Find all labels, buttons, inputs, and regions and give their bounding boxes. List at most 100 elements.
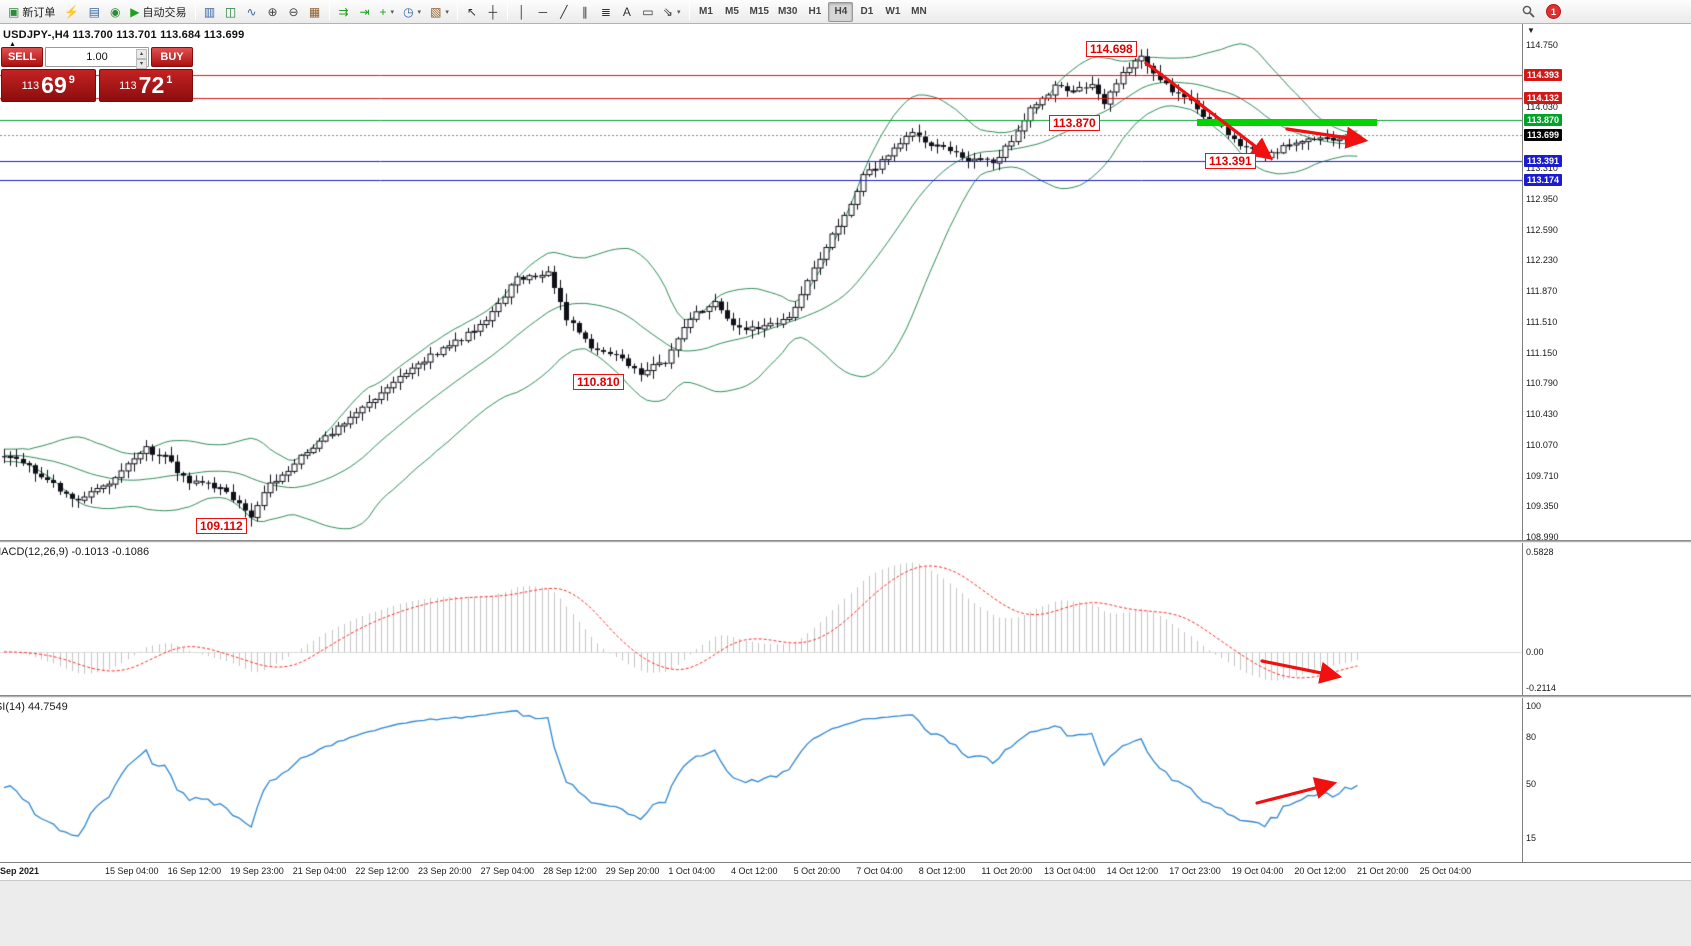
price-annotation[interactable]: 114.698 [1086,41,1137,57]
timeframe-button-m5[interactable]: M5 [725,6,739,17]
horizontal-line-icon: ─ [538,4,548,19]
line-chart-button[interactable]: ∿ [242,2,262,22]
arrows-icon: ⇘ [662,4,673,19]
alerts-icon: ⚡ [64,4,80,19]
ask-price-display[interactable]: 113 72 1 [98,69,193,102]
price-tick: 108.990 [1526,532,1559,542]
alerts-button[interactable]: ⚡ [60,2,83,22]
candlestick-button[interactable]: ◫ [221,2,241,22]
ask-pip-digit: 1 [166,74,173,86]
auto-scroll-icon: ⇉ [338,4,349,19]
main-chart-canvas[interactable] [0,24,1522,540]
label-button[interactable]: ▭ [638,2,658,22]
candlestick-icon: ◫ [224,4,237,19]
periods-button[interactable]: ◷ ▾ [399,2,425,22]
search-icon [1522,5,1535,18]
buy-button[interactable]: BUY [151,47,193,67]
bid-prefix: 113 [21,79,40,92]
navigator-button[interactable]: ◉ [105,2,125,22]
timeframe-button-h1[interactable]: H1 [808,6,822,17]
time-tick: 29 Sep 20:00 [605,866,660,876]
timeframe-button-m15[interactable]: M15 [749,6,769,17]
dropdown-caret-icon: ▾ [390,8,395,16]
search-button[interactable] [1518,2,1539,22]
price-level-badge: 113.870 [1524,114,1563,127]
price-tick: 111.870 [1526,286,1558,296]
time-axis[interactable]: Sep 2021 15 Sep 04:00 16 Sep 12:00 19 Sep 2… [0,862,1691,880]
new-order-button[interactable]: ▣ 新订单 [4,2,59,22]
bar-chart-icon: ▥ [203,4,216,19]
timeframe-button-m1[interactable]: M1 [699,6,713,17]
rsi-canvas[interactable] [0,698,1522,862]
tile-windows-icon: ▦ [308,4,321,19]
price-tick: 112.230 [1526,255,1558,266]
auto-scroll-button[interactable]: ⇉ [334,2,354,22]
bar-chart-button[interactable]: ▥ [200,2,220,22]
fibonacci-button[interactable]: ≣ [596,2,616,22]
timeframe-button-d1[interactable]: D1 [860,6,874,17]
arrows-button[interactable]: ⇘ ▾ [659,2,685,22]
time-tick: 1 Oct 04:00 [668,866,715,876]
indicators-button[interactable]: + ▾ [376,2,399,22]
time-tick: 15 Sep 04:00 [105,866,159,876]
macd-canvas[interactable] [0,543,1522,695]
auto-trading-button[interactable]: ▶ 自动交易 [126,2,190,22]
timeframe-button-h4[interactable]: H4 [828,1,854,22]
dropdown-caret-icon: ▾ [445,8,449,16]
price-annotation[interactable]: 110.810 [573,374,624,390]
zoom-out-button[interactable]: ⊖ [284,2,304,22]
tile-windows-button[interactable]: ▦ [305,2,325,22]
price-annotation[interactable]: 113.870 [1049,115,1100,131]
price-level-badge: 114.393 [1524,69,1563,82]
rsi-label: RSI(14) 44.7549 [0,701,68,713]
templates-button[interactable]: ▧ ▾ [426,2,453,22]
macd-tick: -0.2114 [1526,682,1556,693]
price-tick: 110.790 [1526,378,1558,389]
time-tick: 11 Oct 20:00 [981,866,1033,876]
rsi-tick: 15 [1526,832,1537,843]
vertical-line-button[interactable]: │ [512,2,532,22]
timeframe-button-mn[interactable]: MN [911,6,927,17]
time-tick: 21 Sep 04:00 [292,866,347,876]
trendline-button[interactable]: ╱ [554,2,574,22]
price-tick: 109.710 [1526,470,1559,481]
bid-price-display[interactable]: 113 69 9 [1,69,96,102]
macd-label: MACD(12,26,9) -0.1013 -0.1086 [0,546,150,558]
channel-button[interactable]: ∥ [575,2,595,22]
time-tick: 19 Oct 04:00 [1231,866,1284,876]
volume-down-button[interactable]: ▾ [136,59,147,69]
horizontal-line-button[interactable]: ─ [533,2,553,22]
panel-collapse-arrow[interactable]: ▲ [9,41,16,48]
auto-trading-icon: ▶ [130,4,140,19]
zoom-in-button[interactable]: ⊕ [263,2,283,22]
support-zone[interactable] [1197,119,1377,126]
market-watch-button[interactable]: ▤ [84,2,104,22]
macd-tick: 0.5828 [1526,547,1554,558]
chart-shift-button[interactable]: ⇥ [355,2,375,22]
toolbar-separator [506,3,508,20]
panel-separator[interactable] [0,695,1691,698]
crosshair-button[interactable]: ┼ [483,2,503,22]
price-annotation[interactable]: 113.391 [1205,153,1256,169]
panel-separator[interactable] [0,540,1691,543]
cursor-button[interactable]: ↖ [462,2,482,22]
line-chart-icon: ∿ [246,4,257,19]
timeframe-button-m30[interactable]: M30 [777,6,798,17]
chart-shift-marker: ▼ [1527,26,1535,35]
time-tick: Sep 2021 [0,866,40,876]
volume-up-button[interactable]: ▴ [136,49,147,59]
cursor-icon: ↖ [466,4,477,19]
toolbar-right: 1 [1518,2,1561,22]
volume-input[interactable]: 1.00 ▴ ▾ [45,47,149,69]
sell-button[interactable]: SELL [1,47,43,67]
one-click-trading-panel: SELL 1.00 ▴ ▾ BUY 113 69 9 113 72 1 [1,47,193,102]
text-button[interactable]: A [617,2,637,22]
notifications-badge[interactable]: 1 [1546,4,1561,19]
time-tick: 19 Sep 23:00 [230,866,284,876]
price-axis[interactable]: ▼ 114.750 114.030 113.310 112.950 112.590 112… [1522,24,1691,862]
price-annotation[interactable]: 109.112 [196,518,247,534]
time-tick: 27 Sep 04:00 [480,866,535,876]
time-tick: 13 Oct 04:00 [1044,866,1096,876]
timeframe-button-w1[interactable]: W1 [885,6,901,17]
